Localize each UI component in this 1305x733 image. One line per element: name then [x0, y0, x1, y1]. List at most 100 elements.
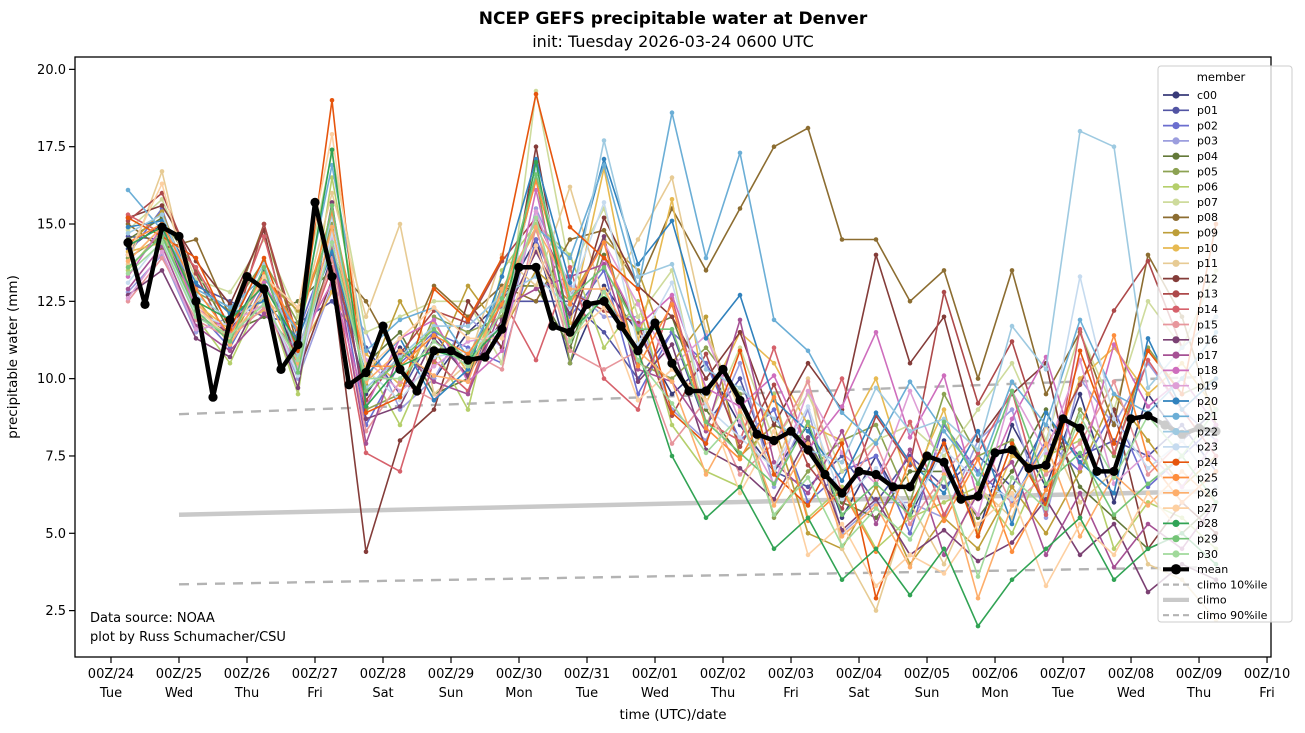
x-tick-label: 00Z/03 [768, 667, 814, 682]
x-tick-day: Sun [915, 686, 940, 701]
mean-marker [616, 321, 626, 331]
member-p24-marker [499, 255, 505, 261]
member-p28-marker [1145, 546, 1151, 552]
mean-marker [701, 386, 711, 396]
member-p12-marker [873, 252, 879, 258]
legend-sample-marker [1172, 137, 1180, 145]
member-p13-marker [1077, 382, 1083, 388]
mean-marker [497, 324, 507, 334]
member-p16-marker [975, 558, 981, 564]
x-tick-label: 00Z/05 [904, 667, 950, 682]
member-p08-marker [737, 206, 743, 211]
legend-label-mean: mean [1197, 563, 1228, 576]
member-p22-marker [703, 367, 709, 372]
member-p29-marker [261, 265, 267, 270]
climo-line-climo-10-ile [178, 566, 1200, 586]
mean-marker [871, 469, 881, 480]
x-tick-day: Wed [165, 686, 193, 701]
member-p12-marker [907, 360, 913, 366]
member-p27-marker [1077, 521, 1083, 527]
member-p16-marker [1009, 540, 1015, 545]
legend-sample-marker [1172, 550, 1180, 558]
member-p17-marker [227, 348, 233, 354]
legend-sample-marker [1170, 564, 1182, 575]
member-p14-marker [907, 419, 913, 425]
member-p26-marker [499, 286, 505, 292]
member-p30-marker [499, 308, 505, 313]
member-p05-marker [873, 422, 879, 428]
member-p27-marker [737, 490, 743, 496]
member-p11-marker [567, 184, 573, 190]
member-p30-marker [465, 364, 471, 369]
member-c00-marker [1111, 500, 1117, 505]
legend-sample-marker [1172, 443, 1180, 451]
member-p12-marker [431, 407, 437, 412]
x-axis-label: time (UTC)/date [619, 707, 726, 723]
member-p07-marker [941, 453, 947, 459]
legend-label-p21: p21 [1197, 410, 1218, 423]
y-tick-label: 15.0 [37, 218, 66, 233]
member-p13-marker [703, 351, 709, 357]
member-p24-marker [431, 286, 437, 292]
member-p27-marker [1009, 490, 1015, 496]
y-axis-label: precipitable water (mm) [5, 275, 21, 439]
member-p14-marker [771, 345, 777, 351]
legend-sample-marker [1172, 336, 1180, 344]
member-p12-marker [363, 549, 369, 555]
member-p20-marker [669, 218, 675, 224]
member-p09-marker [465, 283, 471, 289]
member-p07-marker [159, 197, 165, 202]
x-tick-label: 00Z/28 [360, 667, 406, 682]
legend-box [1157, 65, 1293, 623]
member-p20-marker [1043, 410, 1049, 416]
member-p12-marker [465, 299, 471, 304]
member-p15-marker [1043, 472, 1049, 477]
member-p28-marker [363, 404, 369, 409]
member-p28-marker [941, 546, 947, 552]
member-p17-marker [839, 428, 845, 434]
member-p29-marker [737, 450, 743, 456]
member-p04-marker [1077, 484, 1083, 490]
member-p25-marker [567, 302, 573, 307]
member-p29-marker [873, 481, 879, 487]
mean-marker [1126, 414, 1136, 424]
member-p27-marker [1145, 490, 1151, 496]
legend-sample-marker [1172, 382, 1180, 390]
member-p18-marker [941, 373, 947, 378]
member-p25-marker [601, 240, 607, 245]
member-p29-marker [533, 172, 539, 177]
member-p27-marker [533, 243, 539, 248]
legend-sample-marker [1172, 229, 1180, 237]
x-tick-label: 00Z/10 [1244, 667, 1290, 682]
member-p25-marker [771, 394, 777, 400]
member-p27-marker [431, 305, 437, 310]
member-p17-marker [737, 317, 743, 323]
member-p08-marker [193, 237, 199, 242]
legend-sample-marker [1172, 489, 1180, 497]
member-p06-marker [329, 175, 335, 180]
member-p14-marker [397, 469, 403, 474]
mean-marker [888, 482, 898, 492]
member-p16-marker [1111, 521, 1117, 527]
member-p28-marker [737, 484, 743, 490]
member-p21-marker [363, 348, 369, 354]
member-p07-marker [1009, 360, 1015, 366]
member-p30-marker [431, 339, 437, 344]
member-p14-marker [567, 265, 573, 270]
mean-marker [378, 321, 388, 331]
member-p28-marker [771, 546, 777, 552]
member-p24-marker [125, 215, 131, 221]
member-p12-marker [669, 314, 675, 320]
member-p26-marker [805, 441, 811, 446]
member-p17-marker [805, 490, 811, 496]
mean-marker [395, 364, 405, 374]
member-p16-marker [193, 336, 199, 341]
mean-marker [633, 346, 643, 356]
mean-marker [208, 392, 218, 402]
member-p22-marker [1009, 323, 1015, 329]
member-p23-marker [601, 200, 607, 205]
legend-label-p04: p04 [1197, 150, 1218, 163]
member-p29-marker [771, 481, 777, 487]
member-p15-marker [601, 367, 607, 372]
